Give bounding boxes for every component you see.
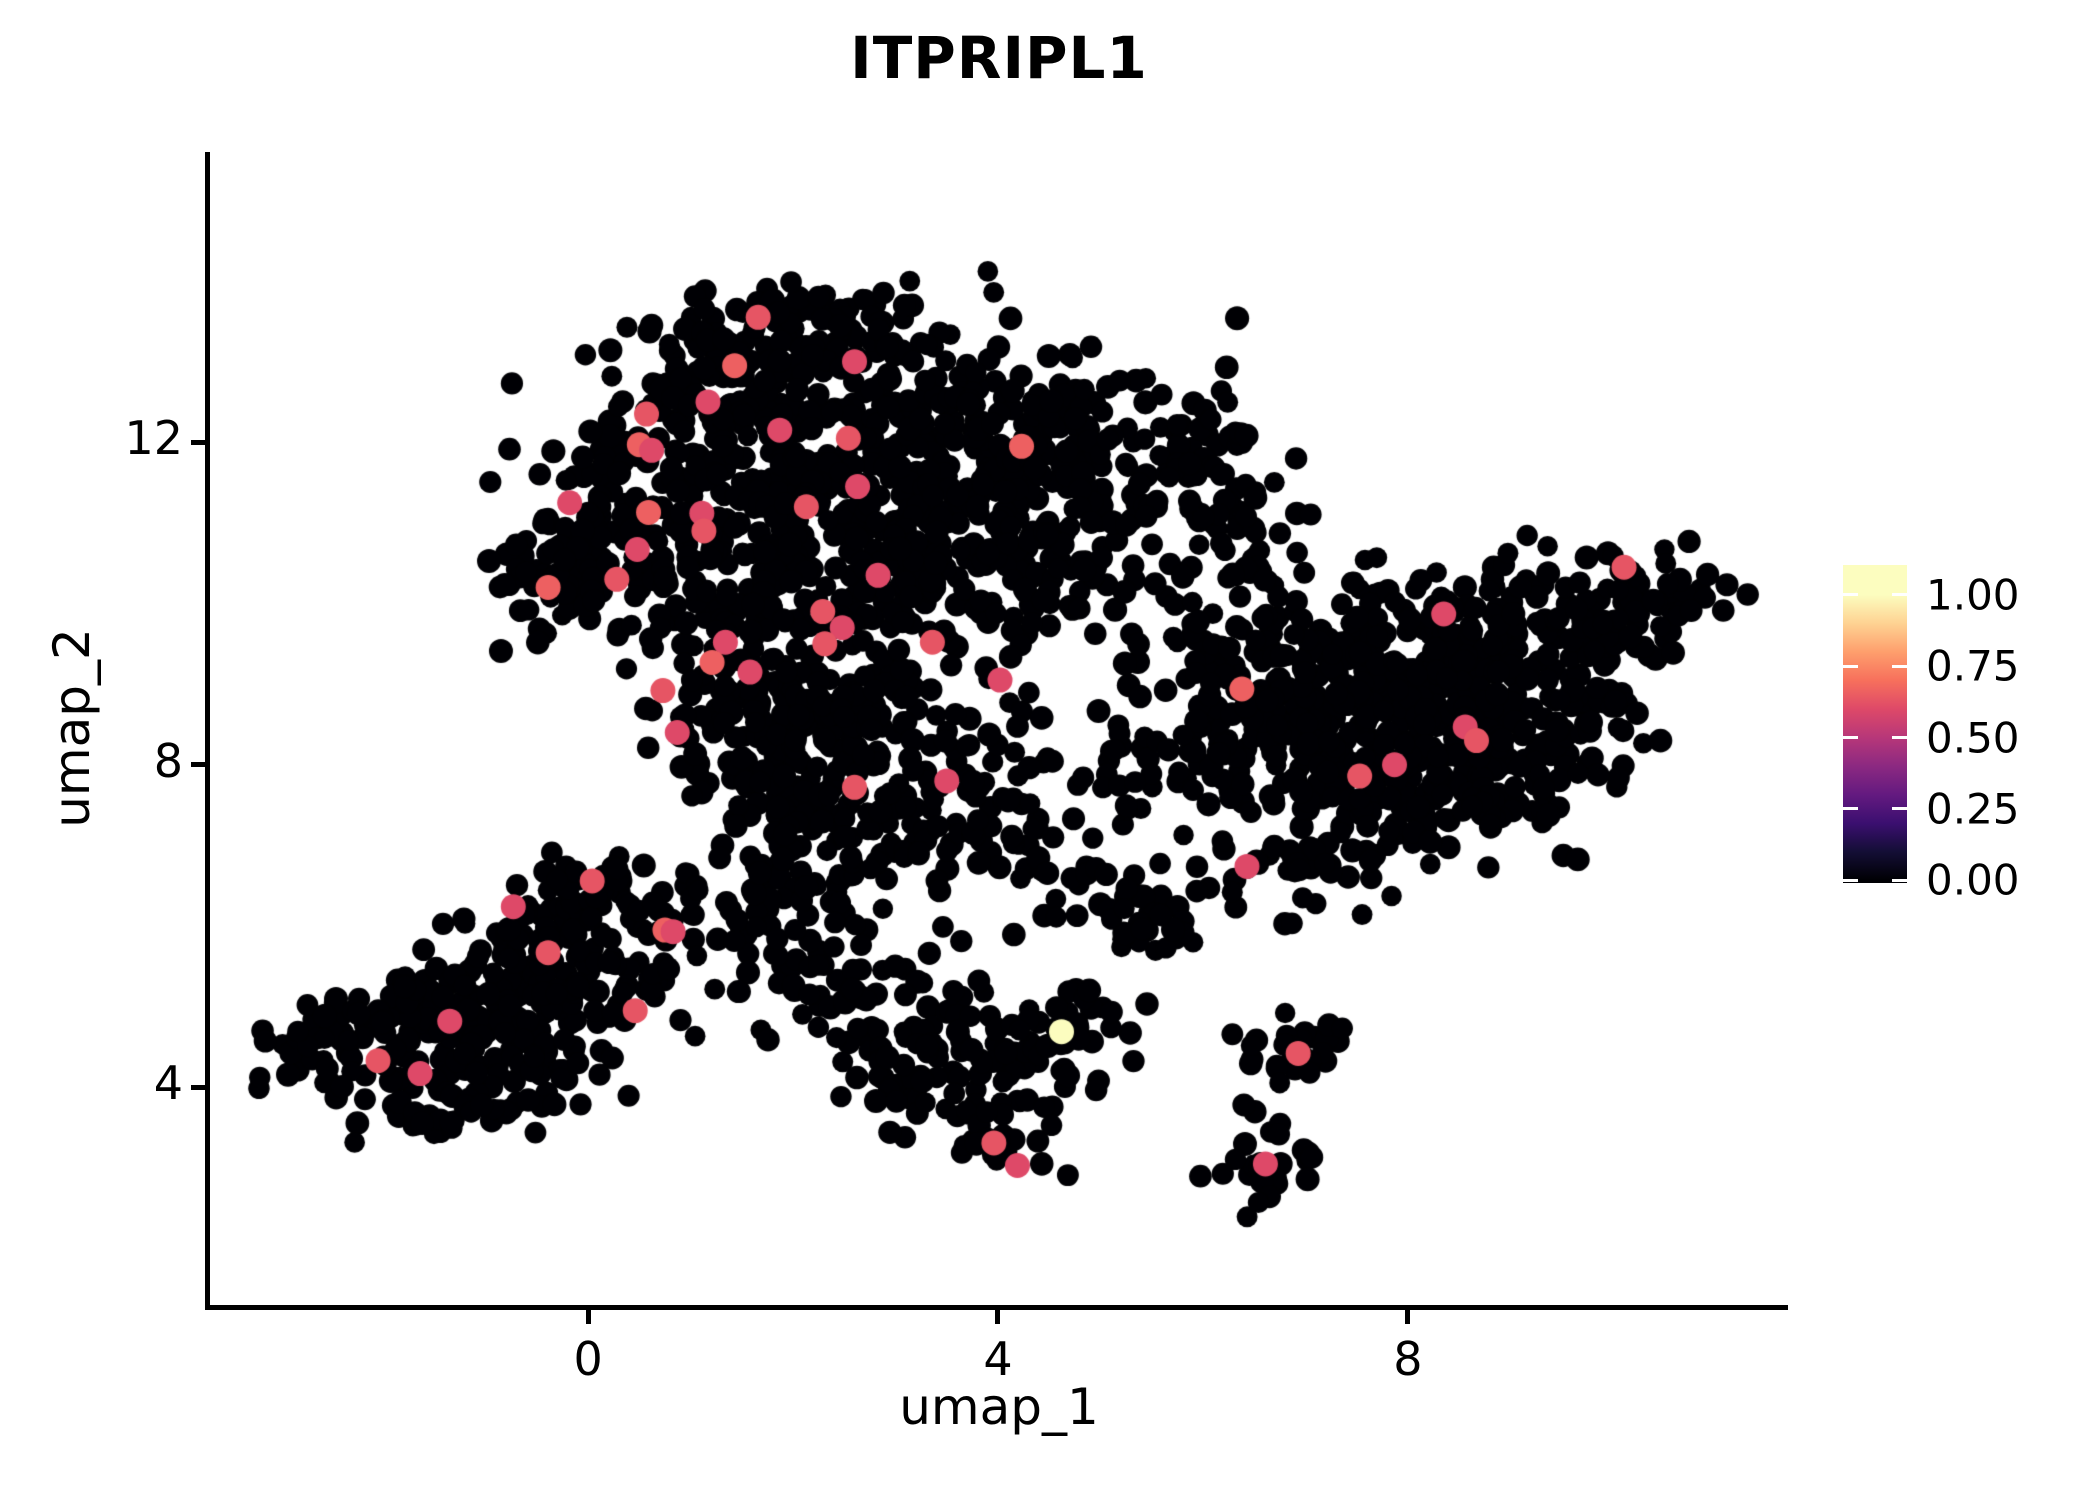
colorbar-tick-mark: [1892, 807, 1907, 811]
colorbar-tick-label: 0.00: [1926, 855, 2020, 905]
colorbar-tick-label: 0.25: [1926, 784, 2020, 834]
colorbar-tick-mark: [1892, 878, 1907, 882]
y-tick-mark: [191, 1084, 205, 1090]
x-tick-label: 4: [983, 1332, 1013, 1386]
x-tick-label: 0: [573, 1332, 603, 1386]
colorbar-tick-mark: [1843, 664, 1858, 668]
colorbar-tick-label: 1.00: [1926, 570, 2020, 620]
x-tick-mark: [585, 1310, 591, 1324]
y-tick-label: 8: [153, 733, 183, 788]
colorbar-tick-mark: [1843, 878, 1858, 882]
y-tick-mark: [191, 439, 205, 445]
colorbar-tick-mark: [1892, 664, 1907, 668]
colorbar-tick-mark: [1843, 807, 1858, 811]
x-axis-label: umap_1: [899, 1378, 1099, 1436]
y-tick-label: 12: [124, 411, 183, 466]
colorbar-legend: [1843, 565, 1907, 883]
plot-title: ITPRIPL1: [850, 24, 1148, 92]
colorbar-tick-mark: [1892, 593, 1907, 597]
y-axis-label: umap_2: [43, 628, 101, 828]
y-tick-mark: [191, 762, 205, 768]
colorbar-tick-label: 0.75: [1926, 641, 2020, 691]
x-tick-label: 8: [1393, 1332, 1423, 1386]
colorbar-tick-mark: [1892, 736, 1907, 739]
y-tick-label: 4: [153, 1056, 183, 1111]
x-tick-mark: [1405, 1310, 1411, 1324]
x-tick-mark: [995, 1310, 1001, 1324]
colorbar-tick-mark: [1843, 593, 1858, 597]
y-axis-line: [205, 152, 210, 1310]
colorbar-tick-label: 0.50: [1926, 713, 2020, 762]
x-axis-line: [205, 1305, 1788, 1310]
colorbar-tick-mark: [1843, 736, 1858, 739]
